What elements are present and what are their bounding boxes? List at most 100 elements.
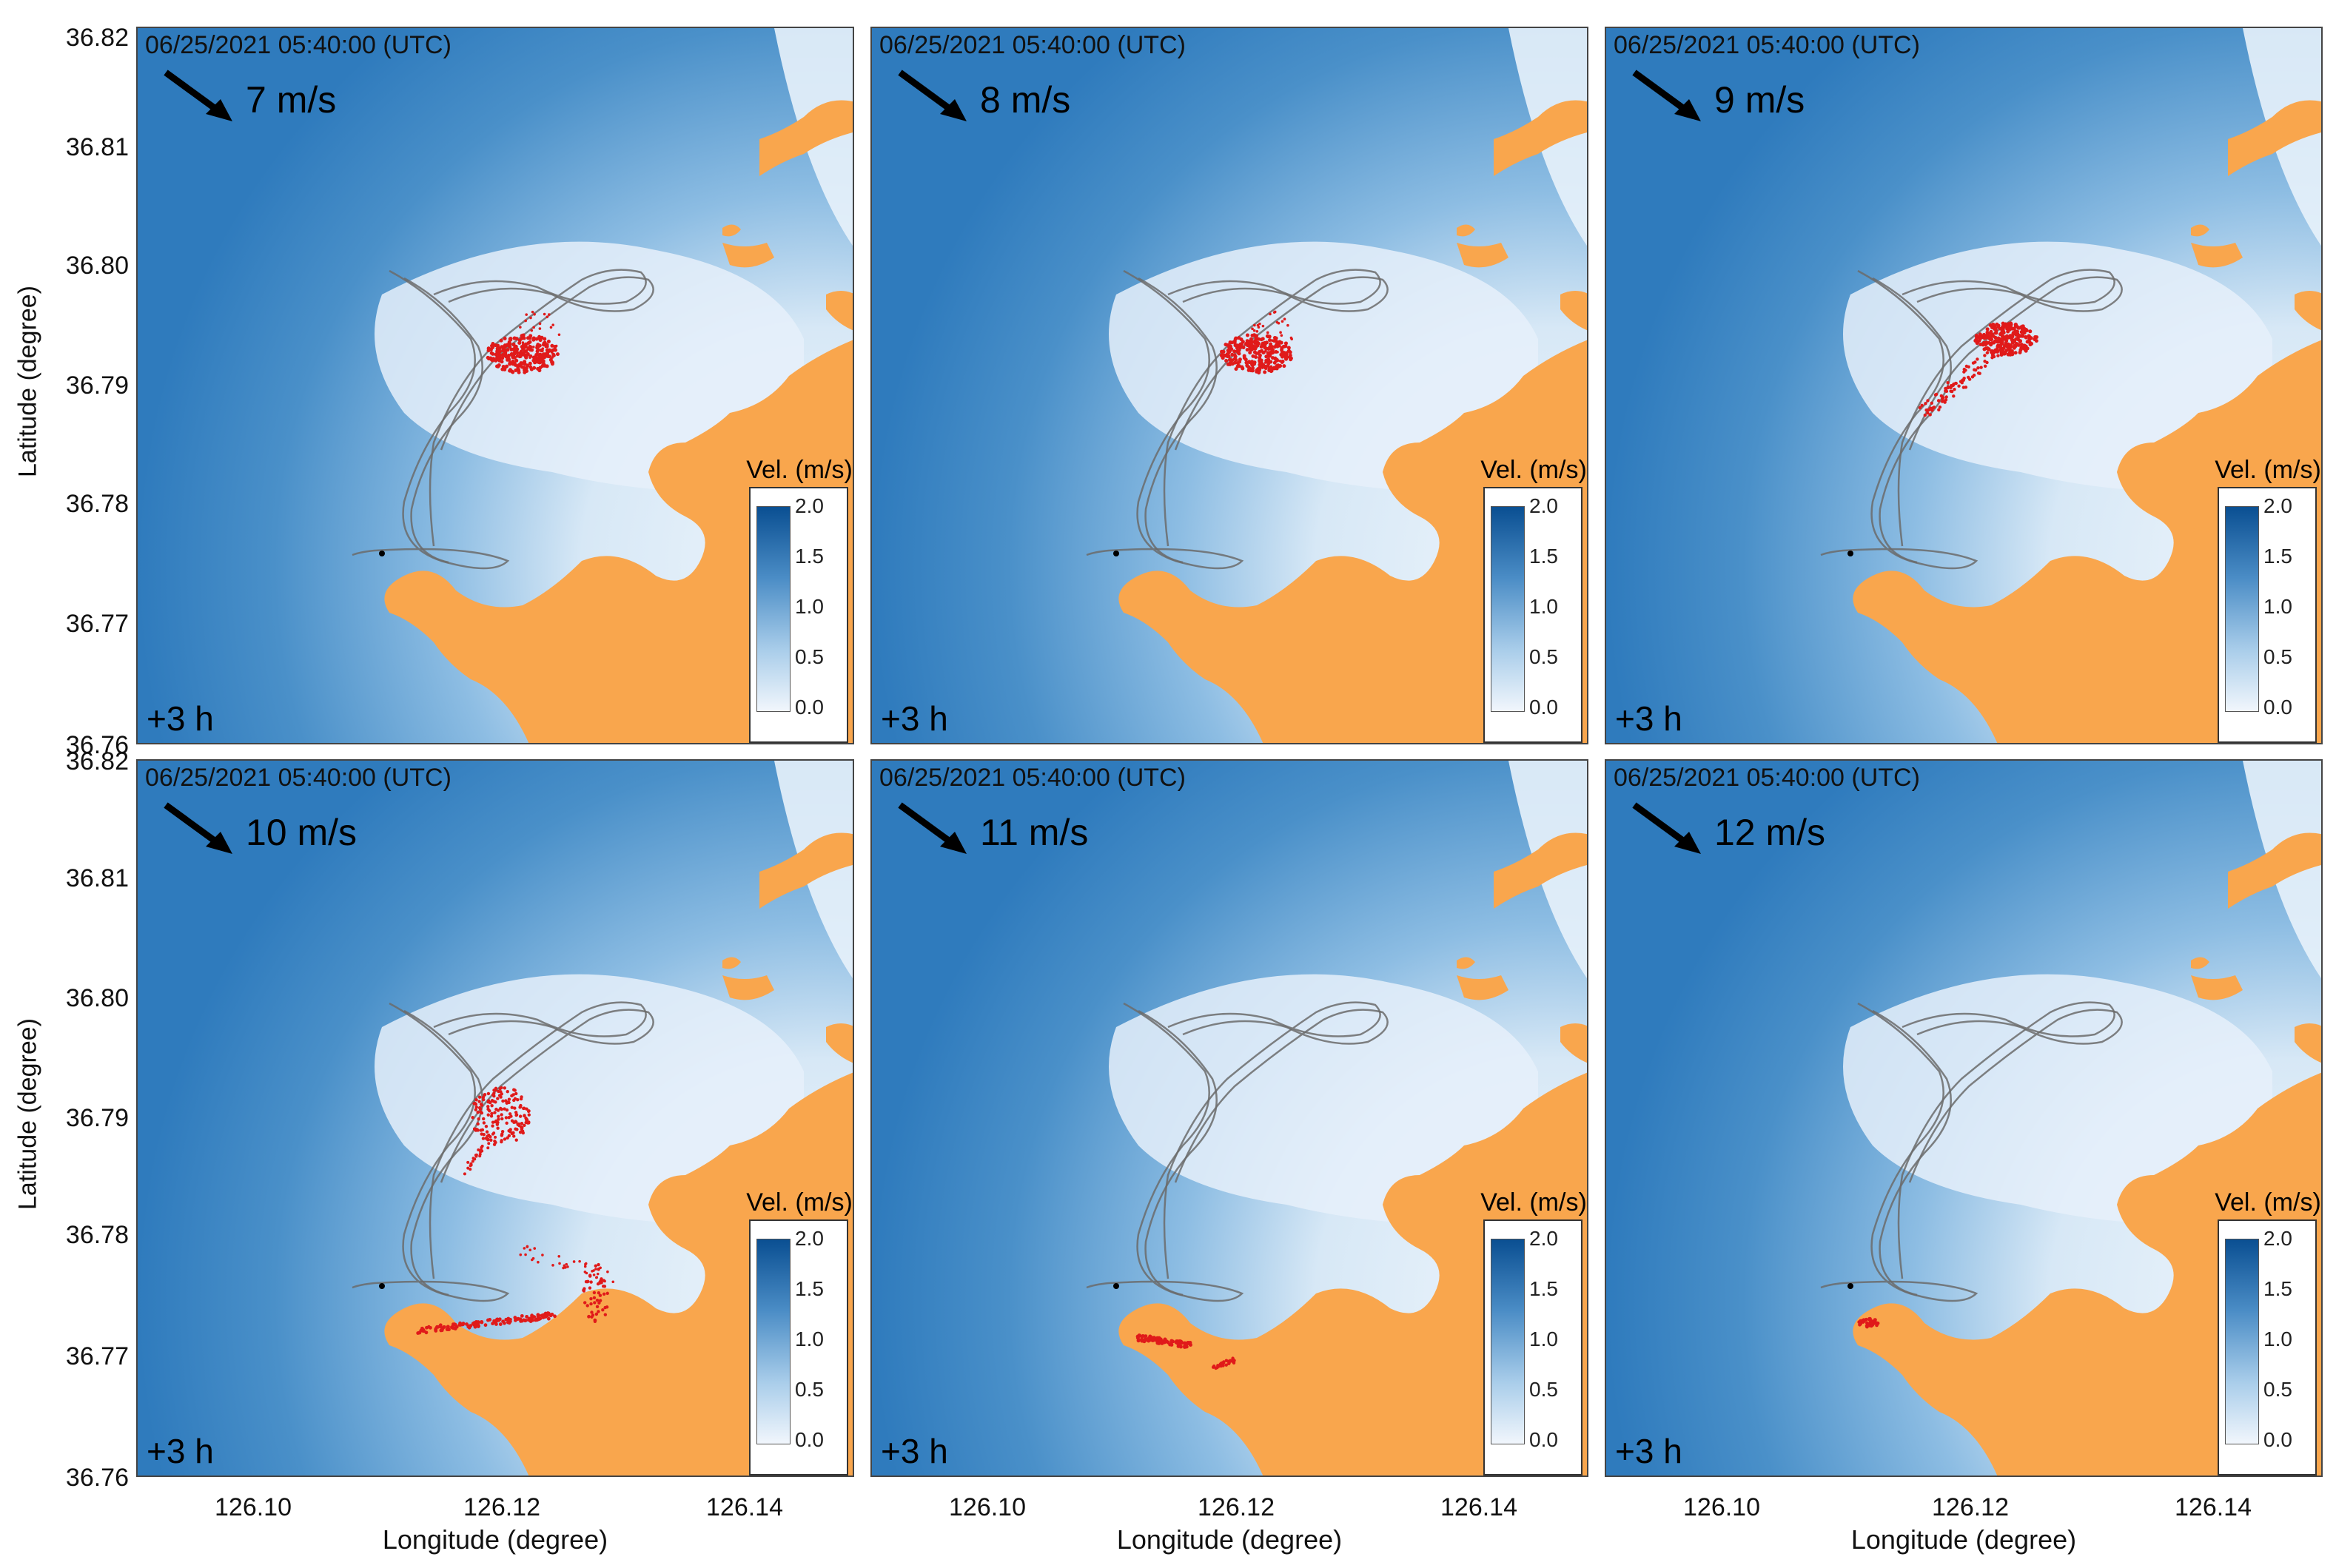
legend-title: Vel. (m/s) [2215,456,2321,484]
x-axis-label: Longitude (degree) [1850,1524,2077,1555]
legend-tick: 1.0 [1529,595,1558,618]
legend-colorbar [1491,506,1525,712]
legend-tick: 0.0 [1529,696,1558,719]
legend-title: Vel. (m/s) [1480,1188,1587,1217]
map-panel: 06/25/2021 05:40:00 (UTC) 9 m/s +3 h Vel. (… [1605,27,2323,744]
legend-colorbar [2225,1239,2259,1444]
y-tick-label: 36.80 [65,252,129,280]
y-tick-label: 36.76 [65,1464,129,1492]
elapsed-time-label: +3 h [1615,1432,1682,1470]
legend-tick: 1.0 [2263,1328,2292,1350]
legend-tick: 1.5 [2263,545,2292,568]
legend-tick: 2.0 [795,1227,824,1250]
legend-tick: 0.0 [2263,1428,2292,1451]
legend-tick: 0.5 [1529,645,1558,668]
velocity-legend: Vel. (m/s) 2.0 1.5 1.0 0.5 0.0 [746,1188,853,1476]
x-tick-label: 126.10 [949,1493,1026,1521]
legend-colorbar [756,506,791,712]
legend-tick: 0.0 [795,696,824,719]
x-axis-label: Longitude (degree) [1116,1524,1343,1555]
elapsed-time-label: +3 h [1615,699,1682,738]
x-axis-label: Longitude (degree) [382,1524,608,1555]
legend-tick: 1.0 [2263,595,2292,618]
y-tick-label: 36.77 [65,610,129,638]
y-tick-label: 36.77 [65,1342,129,1370]
y-tick-label: 36.79 [65,371,129,400]
x-tick-label: 126.14 [2175,1493,2252,1521]
map-panel: 06/25/2021 05:40:00 (UTC) 11 m/s +3 h Vel. … [870,759,1588,1477]
velocity-map [1606,761,2321,1476]
map-panel: 06/25/2021 05:40:00 (UTC) 10 m/s +3 h Vel. … [136,759,854,1477]
panel-timestamp: 06/25/2021 05:40:00 (UTC) [1614,764,1920,792]
legend-tick: 0.5 [795,645,824,668]
velocity-legend: Vel. (m/s) 2.0 1.5 1.0 0.5 0.0 [1480,1188,1587,1476]
wind-indicator: 12 m/s [1628,799,1998,881]
legend-tick: 1.5 [1529,545,1558,568]
legend-tick: 1.5 [795,1277,824,1300]
elapsed-time-label: +3 h [881,1432,948,1470]
wind-indicator: 11 m/s [894,799,1264,881]
wind-arrow-icon [164,802,232,854]
wind-indicator: 9 m/s [1628,67,1998,148]
panel-timestamp: 06/25/2021 05:40:00 (UTC) [879,764,1186,792]
velocity-legend: Vel. (m/s) 2.0 1.5 1.0 0.5 0.0 [2215,1188,2321,1476]
map-panel: 06/25/2021 05:40:00 (UTC) 7 m/s +3 h Vel. (… [136,27,854,744]
wind-speed-label: 10 m/s [246,812,358,853]
elapsed-time-label: +3 h [147,699,214,738]
legend-tick: 0.0 [1529,1428,1558,1451]
wind-indicator: 8 m/s [894,67,1264,148]
y-axis-label: Latitude (degree) [13,1018,42,1210]
legend-tick: 0.5 [2263,645,2292,668]
x-tick-label: 126.14 [706,1493,783,1521]
wind-indicator: 10 m/s [160,799,530,881]
map-panel: 06/25/2021 05:40:00 (UTC) 12 m/s +3 h Vel. … [1605,759,2323,1477]
legend-tick: 1.0 [795,1328,824,1350]
velocity-map [138,28,853,743]
legend-tick: 1.0 [1529,1328,1558,1350]
y-tick-label: 36.78 [65,1221,129,1249]
elapsed-time-label: +3 h [881,699,948,738]
panel-timestamp: 06/25/2021 05:40:00 (UTC) [145,31,452,59]
y-tick-label: 36.76 [65,731,129,759]
wind-arrow-icon [1632,802,1701,854]
x-tick-label: 126.14 [1440,1493,1517,1521]
wind-arrow-icon [164,70,232,121]
velocity-map [872,761,1587,1476]
x-tick-label: 126.12 [1198,1493,1275,1521]
wind-arrow-icon [1632,70,1701,121]
y-tick-label: 36.80 [65,984,129,1012]
legend-title: Vel. (m/s) [2215,1188,2321,1217]
legend-tick: 0.5 [795,1378,824,1401]
x-tick-label: 126.10 [1683,1493,1760,1521]
elapsed-time-label: +3 h [147,1432,214,1470]
velocity-map [138,761,853,1476]
wind-speed-label: 12 m/s [1714,812,1826,853]
y-tick-label: 36.82 [65,24,129,52]
velocity-legend: Vel. (m/s) 2.0 1.5 1.0 0.5 0.0 [2215,456,2321,743]
legend-tick: 0.0 [2263,696,2292,719]
velocity-map [1606,28,2321,743]
legend-tick: 2.0 [2263,1227,2292,1250]
wind-speed-label: 8 m/s [980,79,1071,121]
wind-speed-label: 11 m/s [980,812,1089,853]
panel-timestamp: 06/25/2021 05:40:00 (UTC) [145,764,452,792]
legend-tick: 1.5 [2263,1277,2292,1300]
y-tick-label: 36.81 [65,133,129,161]
panel-timestamp: 06/25/2021 05:40:00 (UTC) [879,31,1186,59]
legend-tick: 2.0 [2263,494,2292,517]
x-tick-label: 126.12 [463,1493,540,1521]
y-axis-label: Latitude (degree) [13,286,42,477]
wind-arrow-icon [898,70,967,121]
legend-tick: 2.0 [795,494,824,517]
legend-tick: 0.5 [1529,1378,1558,1401]
legend-tick: 1.0 [795,595,824,618]
y-tick-label: 36.82 [65,747,129,775]
legend-colorbar [1491,1239,1525,1444]
y-tick-label: 36.79 [65,1104,129,1132]
legend-title: Vel. (m/s) [746,456,853,484]
legend-title: Vel. (m/s) [746,1188,853,1217]
x-tick-label: 126.10 [215,1493,292,1521]
wind-indicator: 7 m/s [160,67,530,148]
legend-tick: 0.0 [795,1428,824,1451]
